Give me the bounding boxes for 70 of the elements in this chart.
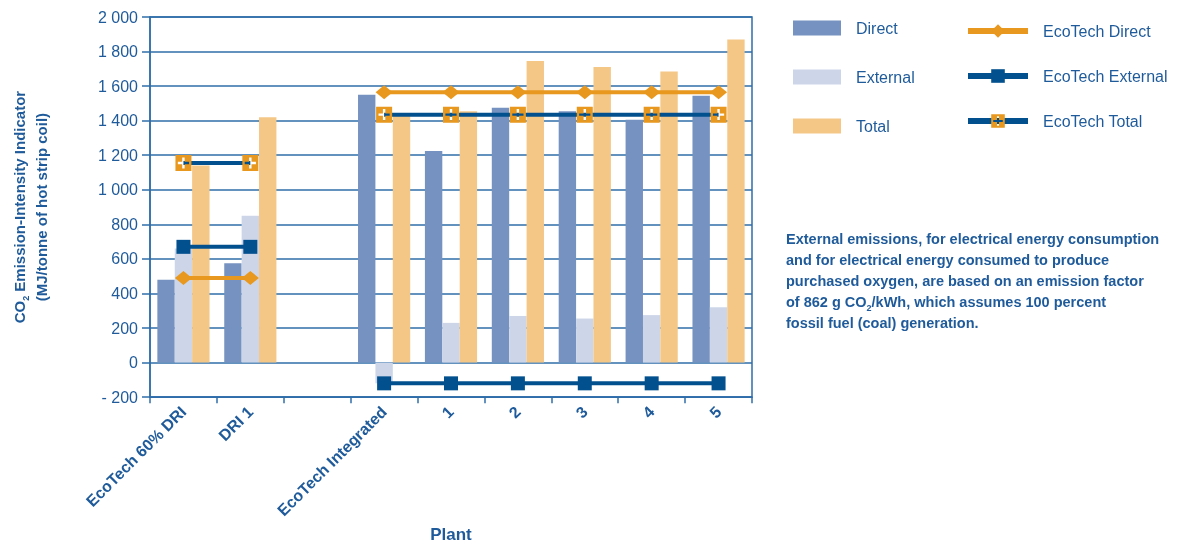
bar (424, 150, 443, 363)
bar (642, 315, 661, 363)
point (375, 85, 393, 100)
y-tick-label: 800 (111, 215, 139, 233)
legend-label: EcoTech External (1043, 67, 1168, 85)
point (175, 155, 192, 172)
y-tick-label: 200 (111, 319, 139, 337)
bar (625, 119, 643, 363)
point (376, 106, 393, 123)
y-tick-label: 1 000 (97, 181, 139, 199)
y-tick-label: 0 (129, 354, 139, 372)
bar (157, 279, 175, 363)
legend-label: Direct (856, 19, 899, 37)
bar (224, 263, 242, 363)
y-tick-label: 1 400 (97, 112, 139, 130)
x-tick-label: 4 (639, 403, 658, 422)
x-axis-title: Plant (430, 525, 473, 544)
legend-label: EcoTech Direct (1043, 22, 1152, 40)
legend-label: External (856, 68, 915, 86)
y-tick-label: 2 000 (97, 8, 139, 26)
point (510, 376, 525, 391)
y-tick-label: 1 800 (97, 43, 139, 61)
point (577, 376, 592, 391)
point (443, 106, 459, 123)
bar (593, 67, 611, 363)
point (576, 106, 593, 123)
y-tick-label: 400 (111, 284, 139, 302)
point (711, 376, 726, 391)
point (243, 239, 258, 254)
point (509, 85, 527, 100)
y-tick-label: 1 600 (97, 77, 139, 95)
y-tick-label: 600 (111, 250, 139, 268)
point (174, 270, 192, 285)
bar (727, 39, 745, 363)
point (377, 376, 392, 391)
point (643, 106, 660, 123)
y-tick-label: 1 200 (97, 146, 139, 164)
x-tick-label: 1 (438, 403, 458, 422)
bar (192, 165, 210, 363)
x-tick-label: 2 (505, 403, 524, 422)
point (442, 85, 460, 100)
bar (526, 61, 544, 363)
bar (558, 111, 577, 363)
bar (442, 322, 460, 363)
x-tick-label: 5 (706, 403, 725, 422)
point (576, 85, 594, 100)
bar (660, 71, 678, 363)
x-tick-label: DRI 1 (215, 403, 257, 445)
bar (692, 95, 710, 363)
legend-label: Total (856, 117, 890, 135)
point (643, 85, 661, 100)
bar (392, 115, 411, 363)
point (176, 239, 191, 254)
point (644, 376, 659, 391)
point (710, 106, 727, 123)
bar (491, 107, 510, 363)
point (242, 155, 259, 172)
bar (259, 117, 277, 363)
x-tick-label: 3 (572, 403, 591, 422)
legend-label: EcoTech Total (1043, 112, 1143, 130)
y-tick-label: - 200 (101, 388, 139, 406)
bar (509, 315, 527, 363)
point (444, 376, 458, 391)
bar (576, 318, 594, 363)
bar (358, 94, 376, 363)
y-axis-title: CO2 Emission-Intensity Indicator (MJ/tonne of hot strip coil) (10, 90, 50, 324)
point (509, 106, 526, 123)
point (710, 85, 728, 100)
bar (709, 307, 728, 363)
bar (459, 111, 478, 363)
